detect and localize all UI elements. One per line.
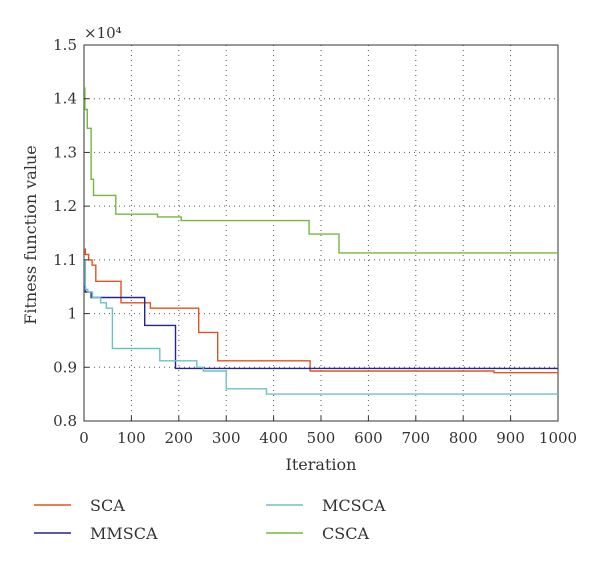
legend-label-mmsca: MMSCA bbox=[90, 524, 158, 543]
x-tick-label: 300 bbox=[212, 429, 241, 447]
series-line-csca bbox=[84, 87, 558, 254]
ticks-layer: 0 100 200 300 400 500 600 700 800 900 1000 0.8 0.9 1 1… bbox=[53, 36, 577, 447]
y-tick-label: 1 bbox=[67, 305, 77, 323]
x-axis-label: Iteration bbox=[286, 455, 357, 474]
x-tick-label: 200 bbox=[164, 429, 193, 447]
x-tick-label: 100 bbox=[117, 429, 146, 447]
x-tick-label: 700 bbox=[401, 429, 430, 447]
x-tick-label: 1000 bbox=[539, 429, 577, 447]
y-tick-label: 1.1 bbox=[53, 251, 77, 269]
series-line-mcsca bbox=[84, 259, 558, 395]
legend-label-mcsca: MCSCA bbox=[322, 496, 386, 515]
y-tick-label: 0.9 bbox=[53, 358, 77, 376]
legend-label-sca: SCA bbox=[90, 496, 125, 515]
y-tick-label: 1.5 bbox=[53, 36, 77, 54]
legend-label-csca: CSCA bbox=[322, 524, 369, 543]
x-tick-label: 400 bbox=[259, 429, 288, 447]
series-line-sca bbox=[84, 248, 558, 374]
series-line-mmsca bbox=[84, 286, 558, 370]
y-axis-multiplier: ×10⁴ bbox=[84, 24, 122, 42]
series-layer bbox=[84, 87, 558, 395]
x-tick-label: 800 bbox=[449, 429, 478, 447]
y-tick-label: 0.8 bbox=[53, 412, 77, 430]
plot-frame bbox=[83, 44, 559, 422]
y-axis-label: Fitness function value bbox=[21, 145, 40, 324]
grid bbox=[84, 45, 558, 421]
x-tick-label: 900 bbox=[496, 429, 525, 447]
y-tick-label: 1.3 bbox=[53, 143, 77, 161]
x-tick-label: 0 bbox=[79, 429, 89, 447]
x-tick-label: 500 bbox=[307, 429, 336, 447]
legend: SCA MMSCA MCSCA CSCA bbox=[34, 496, 386, 543]
x-tick-label: 600 bbox=[354, 429, 383, 447]
y-tick-label: 1.2 bbox=[53, 197, 77, 215]
y-tick-label: 1.4 bbox=[53, 90, 77, 108]
